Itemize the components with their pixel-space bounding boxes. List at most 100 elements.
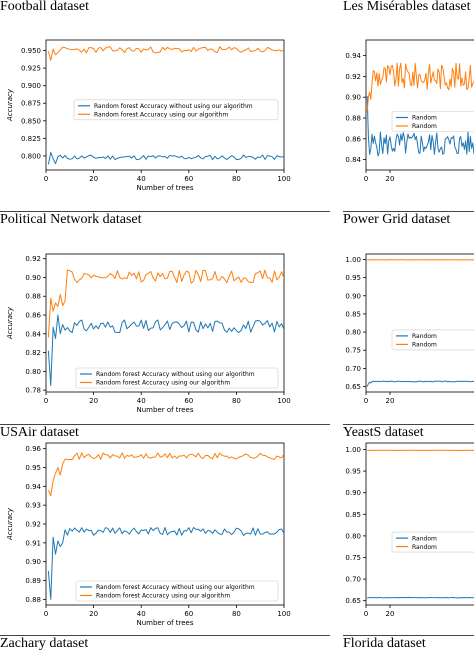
series-line-blue — [366, 380, 474, 387]
x-tick-label: 20 — [386, 175, 395, 183]
y-tick-label: 0.80 — [345, 329, 361, 337]
chart-usair: 0.88 0.89 0.90 0.91 0.92 0.93 0.94 0.95 0.96 0 20 4… — [6, 442, 291, 627]
y-tick-label: 0.90 — [345, 292, 361, 300]
y-tick-label: 0.89 — [25, 577, 41, 585]
x-tick-label: 80 — [232, 175, 241, 183]
legend-box — [73, 99, 279, 121]
x-tick-label: 0 — [44, 610, 48, 618]
x-tick-label: 40 — [137, 397, 146, 405]
y-tick-label: 0.950 — [21, 47, 41, 55]
chart-yeasts: 0.65 0.70 0.75 0.80 0.85 0.90 0.95 1.00 0 20 Rando… — [345, 442, 474, 618]
legend-label: Random — [412, 333, 437, 340]
divider-line — [343, 635, 474, 636]
x-tick-label: 0 — [364, 610, 368, 618]
x-axis-label: Number of trees — [136, 184, 193, 192]
y-tick-label: 0.85 — [345, 511, 361, 519]
caption-zachary: Zachary dataset — [0, 636, 89, 651]
y-axis-label: Accuracy — [6, 88, 14, 122]
plot-frame — [365, 442, 474, 606]
y-tick-label: 0.80 — [345, 532, 361, 540]
x-tick-label: 60 — [184, 610, 193, 618]
y-tick-label: 0.84 — [25, 330, 41, 338]
x-tick-label: 40 — [137, 610, 146, 618]
y-tick-label: 0.94 — [345, 52, 361, 60]
y-axis-label: Accuracy — [6, 507, 14, 541]
legend-label: Random — [412, 342, 437, 349]
y-tick-label: 0.900 — [21, 82, 41, 90]
y-tick-label: 0.850 — [21, 117, 41, 125]
y-tick-label: 0.925 — [21, 65, 41, 73]
legend-label: Random — [412, 115, 437, 122]
legend-box — [75, 367, 279, 389]
x-tick-label: 80 — [232, 610, 241, 618]
series-line-orange — [47, 46, 284, 61]
y-tick-label: 0.75 — [345, 347, 361, 355]
x-axis-label: Number of trees — [136, 619, 193, 627]
legend-box — [391, 329, 474, 351]
legend-box — [391, 111, 474, 132]
x-tick-label: 40 — [137, 175, 146, 183]
x-tick-label: 20 — [89, 610, 98, 618]
x-tick-label: 0 — [364, 175, 368, 183]
divider-line — [343, 424, 474, 425]
series-line-blue — [47, 151, 284, 165]
series-line-orange — [47, 269, 284, 338]
y-tick-label: 0.70 — [345, 365, 361, 373]
x-tick-label: 0 — [44, 175, 48, 183]
x-tick-label: 0 — [44, 397, 48, 405]
divider-line — [0, 635, 330, 636]
y-tick-label: 0.78 — [25, 387, 41, 395]
y-tick-label: 0.95 — [25, 464, 41, 472]
y-tick-label: 0.96 — [25, 445, 41, 453]
y-tick-label: 0.75 — [345, 554, 361, 562]
caption-yeasts: YeastS dataset — [343, 425, 424, 440]
chart-power-grid: 0.65 0.70 0.75 0.80 0.85 0.90 0.95 1.00 0 20 Rando… — [345, 253, 474, 405]
legend-label: Random forest Accuracy using our algorit… — [96, 380, 230, 387]
plot-frame — [45, 253, 285, 393]
series-line-orange — [366, 62, 474, 112]
legend-label: Random — [412, 123, 437, 130]
legend-label: Random — [412, 535, 437, 542]
caption-political: Political Network dataset — [0, 212, 142, 227]
x-tick-label: 60 — [184, 397, 193, 405]
y-tick-label: 0.94 — [25, 483, 41, 491]
series-line-blue — [47, 314, 284, 386]
y-tick-label: 0.90 — [345, 94, 361, 102]
x-axis-label: Number of trees — [136, 406, 193, 414]
caption-florida: Florida dataset — [343, 636, 426, 651]
x-tick-label: 100 — [277, 175, 290, 183]
x-tick-label: 20 — [89, 397, 98, 405]
y-tick-label: 1.00 — [345, 446, 361, 454]
plot-frame — [365, 253, 474, 393]
legend-label: Random forest Accuracy using our algorit… — [96, 593, 230, 600]
caption-les-miserables: Les Misérables dataset — [343, 0, 471, 14]
y-tick-label: 1.00 — [345, 256, 361, 264]
y-tick-label: 0.88 — [345, 115, 361, 123]
x-tick-label: 100 — [277, 397, 290, 405]
y-tick-label: 0.85 — [345, 310, 361, 318]
y-tick-label: 0.88 — [25, 293, 41, 301]
legend-label: Random — [412, 544, 437, 551]
legend-label: Random forest Accuracy without using our… — [96, 584, 255, 591]
x-tick-label: 100 — [277, 610, 290, 618]
y-tick-label: 0.88 — [25, 596, 41, 604]
y-tick-label: 0.93 — [25, 502, 41, 510]
x-tick-label: 60 — [184, 175, 193, 183]
y-tick-label: 0.65 — [345, 383, 361, 391]
series-line-blue — [47, 527, 284, 600]
legend-label: Random forest Accuracy without using our… — [96, 371, 255, 378]
y-tick-label: 0.86 — [25, 312, 41, 320]
y-tick-label: 0.90 — [25, 558, 41, 566]
x-tick-label: 20 — [89, 175, 98, 183]
y-tick-label: 0.92 — [25, 521, 41, 529]
y-tick-label: 0.84 — [345, 156, 361, 164]
legend-box — [75, 580, 279, 602]
divider-line — [343, 211, 474, 212]
y-tick-label: 0.92 — [345, 73, 361, 81]
x-tick-label: 80 — [232, 397, 241, 405]
x-tick-label: 20 — [386, 610, 395, 618]
plot-frame — [45, 39, 285, 171]
legend-label: Random forest Accuracy using our algorit… — [94, 112, 228, 119]
y-tick-label: 0.80 — [25, 368, 41, 376]
plot-frame — [365, 39, 474, 171]
